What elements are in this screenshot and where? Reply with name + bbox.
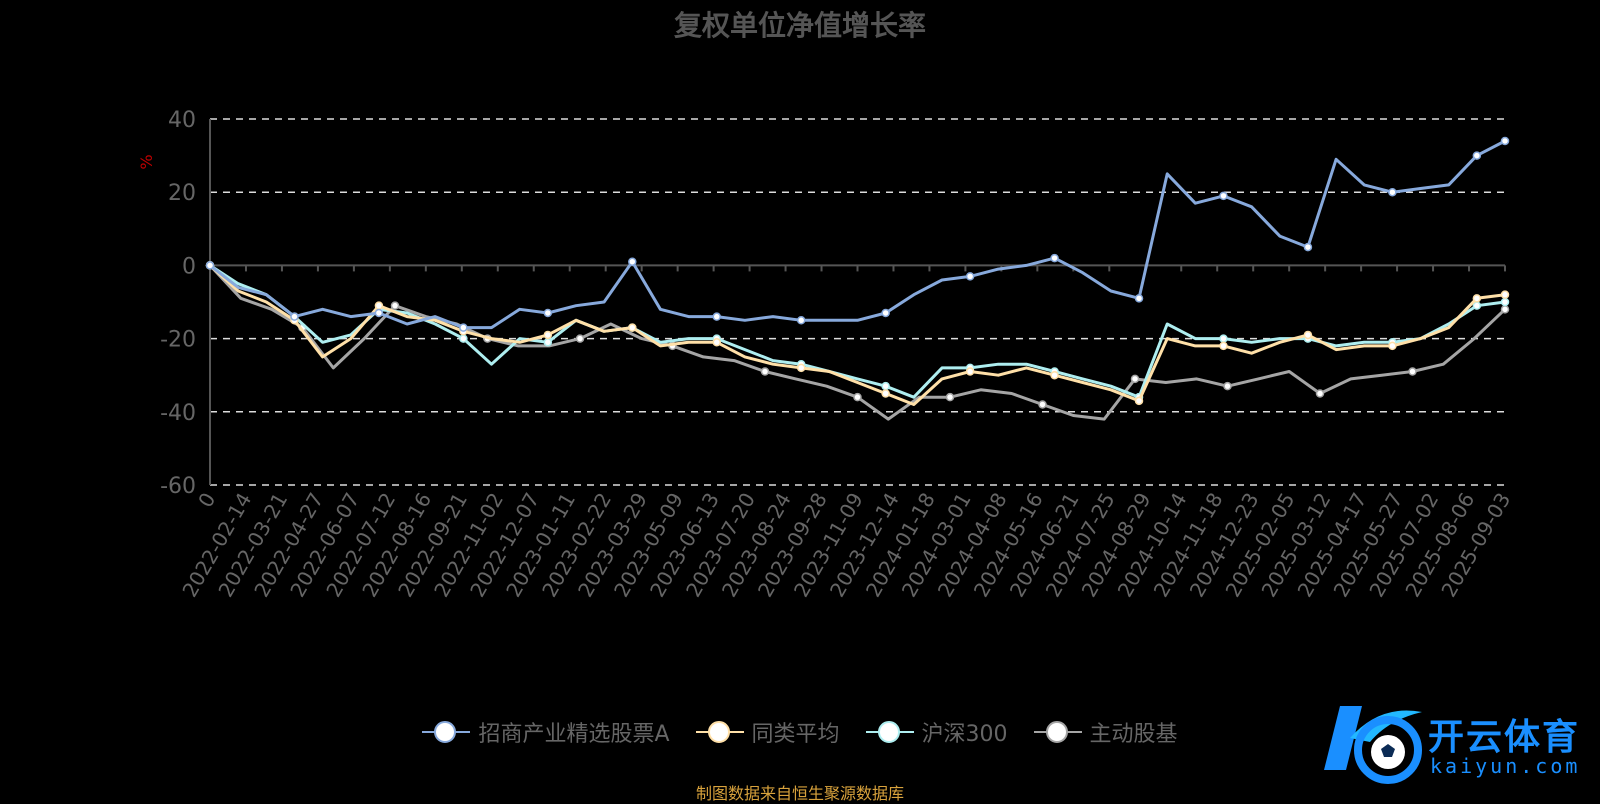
data-point: [1223, 381, 1232, 391]
data-point: [628, 257, 637, 266]
data-point: [712, 338, 721, 347]
series-line: [209, 139, 1506, 330]
series-line: [209, 264, 1506, 399]
data-point: [881, 308, 890, 318]
y-tick-label: -20: [160, 328, 196, 353]
y-tick-label: 20: [168, 181, 196, 206]
data-point: [1303, 242, 1313, 252]
data-point: [543, 308, 553, 318]
data-point: [1134, 396, 1144, 406]
watermark-url: kaiyun.com: [1430, 754, 1581, 778]
data-point: [459, 334, 468, 343]
data-point: [881, 381, 890, 391]
data-point: [1472, 151, 1482, 160]
data-point: [796, 363, 806, 373]
data-point: [796, 316, 806, 325]
data-point: [945, 392, 955, 402]
y-tick-label: -40: [160, 401, 196, 426]
data-point: [1472, 294, 1482, 303]
legend-label: 主动股基: [1089, 722, 1178, 747]
data-point: [1134, 294, 1144, 303]
x-tick-label: 0: [193, 489, 220, 512]
data-point: [712, 312, 721, 321]
legend-item[interactable]: 同类平均: [695, 716, 840, 748]
legend-label: 沪深300: [921, 722, 1008, 747]
source-note: 制图数据来自恒生聚源数据库: [695, 784, 904, 803]
data-point: [575, 334, 585, 343]
data-point: [1388, 341, 1397, 351]
legend-item[interactable]: 沪深300: [865, 716, 1008, 748]
data-point: [628, 323, 637, 332]
data-point: [1303, 330, 1313, 340]
data-point: [1500, 136, 1510, 146]
legend-swatch: [1033, 720, 1082, 744]
data-point: [1038, 400, 1047, 409]
data-point: [965, 272, 975, 281]
legend-swatch: [422, 720, 471, 744]
data-point: [1050, 370, 1059, 380]
data-point: [290, 312, 299, 321]
watermark-logo: 开云体育 kaiyun.com: [1310, 700, 1600, 790]
data-point: [853, 392, 862, 402]
y-tick-label: 40: [168, 108, 196, 133]
data-point: [1315, 389, 1325, 398]
data-point: [1388, 187, 1397, 197]
legend-item[interactable]: 招商产业精选股票A: [422, 716, 670, 748]
data-point: [965, 367, 975, 376]
data-point: [459, 323, 468, 332]
data-point: [1219, 191, 1228, 201]
series-lines: [205, 136, 1510, 421]
y-tick-label: -60: [160, 474, 196, 499]
kaiyun-logo-icon: [1324, 706, 1422, 784]
data-point: [1050, 253, 1059, 263]
watermark-name: 开云体育: [1428, 717, 1581, 758]
legend-label: 招商产业精选股票A: [478, 722, 670, 747]
legend: 招商产业精选股票A 同类平均 沪深300 主动股基: [0, 716, 1600, 748]
data-point: [881, 389, 890, 398]
data-point: [1500, 290, 1510, 299]
data-point: [374, 308, 384, 318]
data-point: [543, 330, 553, 340]
legend-item[interactable]: 主动股基: [1033, 716, 1178, 748]
data-point: [1472, 301, 1482, 310]
data-point: [1130, 374, 1140, 384]
data-point: [374, 301, 384, 310]
data-point: [1219, 341, 1228, 351]
data-point: [1219, 334, 1228, 343]
legend-swatch: [865, 720, 914, 744]
data-point: [390, 301, 400, 310]
y-axis-label: %: [137, 154, 156, 169]
data-point: [1500, 297, 1510, 307]
chart-title: 复权单位净值增长率: [673, 9, 926, 42]
data-point: [1500, 305, 1510, 314]
grid-lines: [210, 118, 1505, 486]
data-point: [205, 261, 215, 270]
y-axis: 40 20 0 -20 -40 -60: [160, 108, 211, 499]
data-point: [1408, 367, 1417, 376]
legend-swatch: [695, 720, 744, 744]
legend-label: 同类平均: [751, 722, 840, 747]
y-tick-label: 0: [182, 254, 196, 279]
data-point: [760, 367, 770, 376]
data-point: [543, 338, 553, 347]
